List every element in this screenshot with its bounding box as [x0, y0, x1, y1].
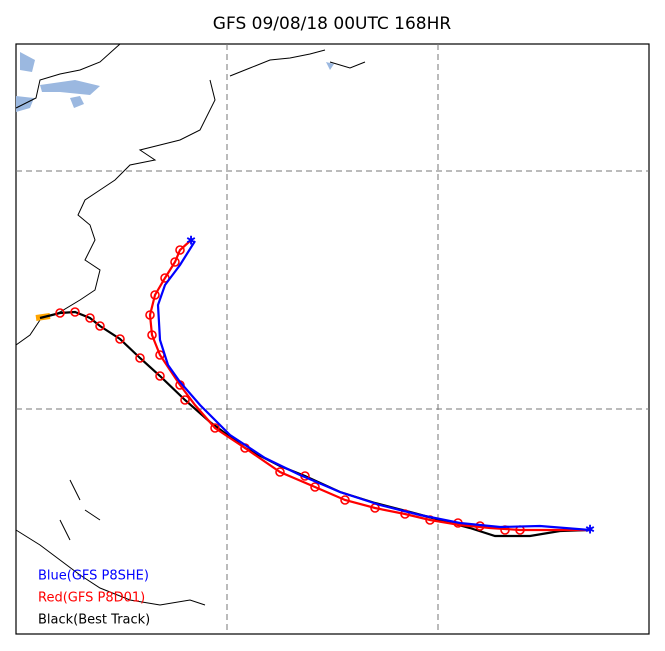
map-area: ✱ ✱ [15, 43, 650, 635]
graticule [16, 44, 649, 634]
legend-label: Red(GFS P8D01) [38, 591, 145, 606]
legend-label: Black(Best Track) [38, 613, 150, 628]
map-title: GFS 09/08/18 00UTC 168HR [213, 14, 452, 34]
legend: Blue(GFS P8SHE) Red(GFS P8D01) Black(Bes… [38, 569, 150, 628]
map-frame [15, 43, 650, 635]
end-marker: ✱ [585, 523, 595, 537]
start-marker: ✱ [186, 234, 196, 248]
legend-label: Blue(GFS P8SHE) [38, 569, 149, 584]
coastline [15, 43, 366, 606]
red-track [55, 240, 590, 535]
blue-track: ✱ ✱ [156, 234, 595, 537]
